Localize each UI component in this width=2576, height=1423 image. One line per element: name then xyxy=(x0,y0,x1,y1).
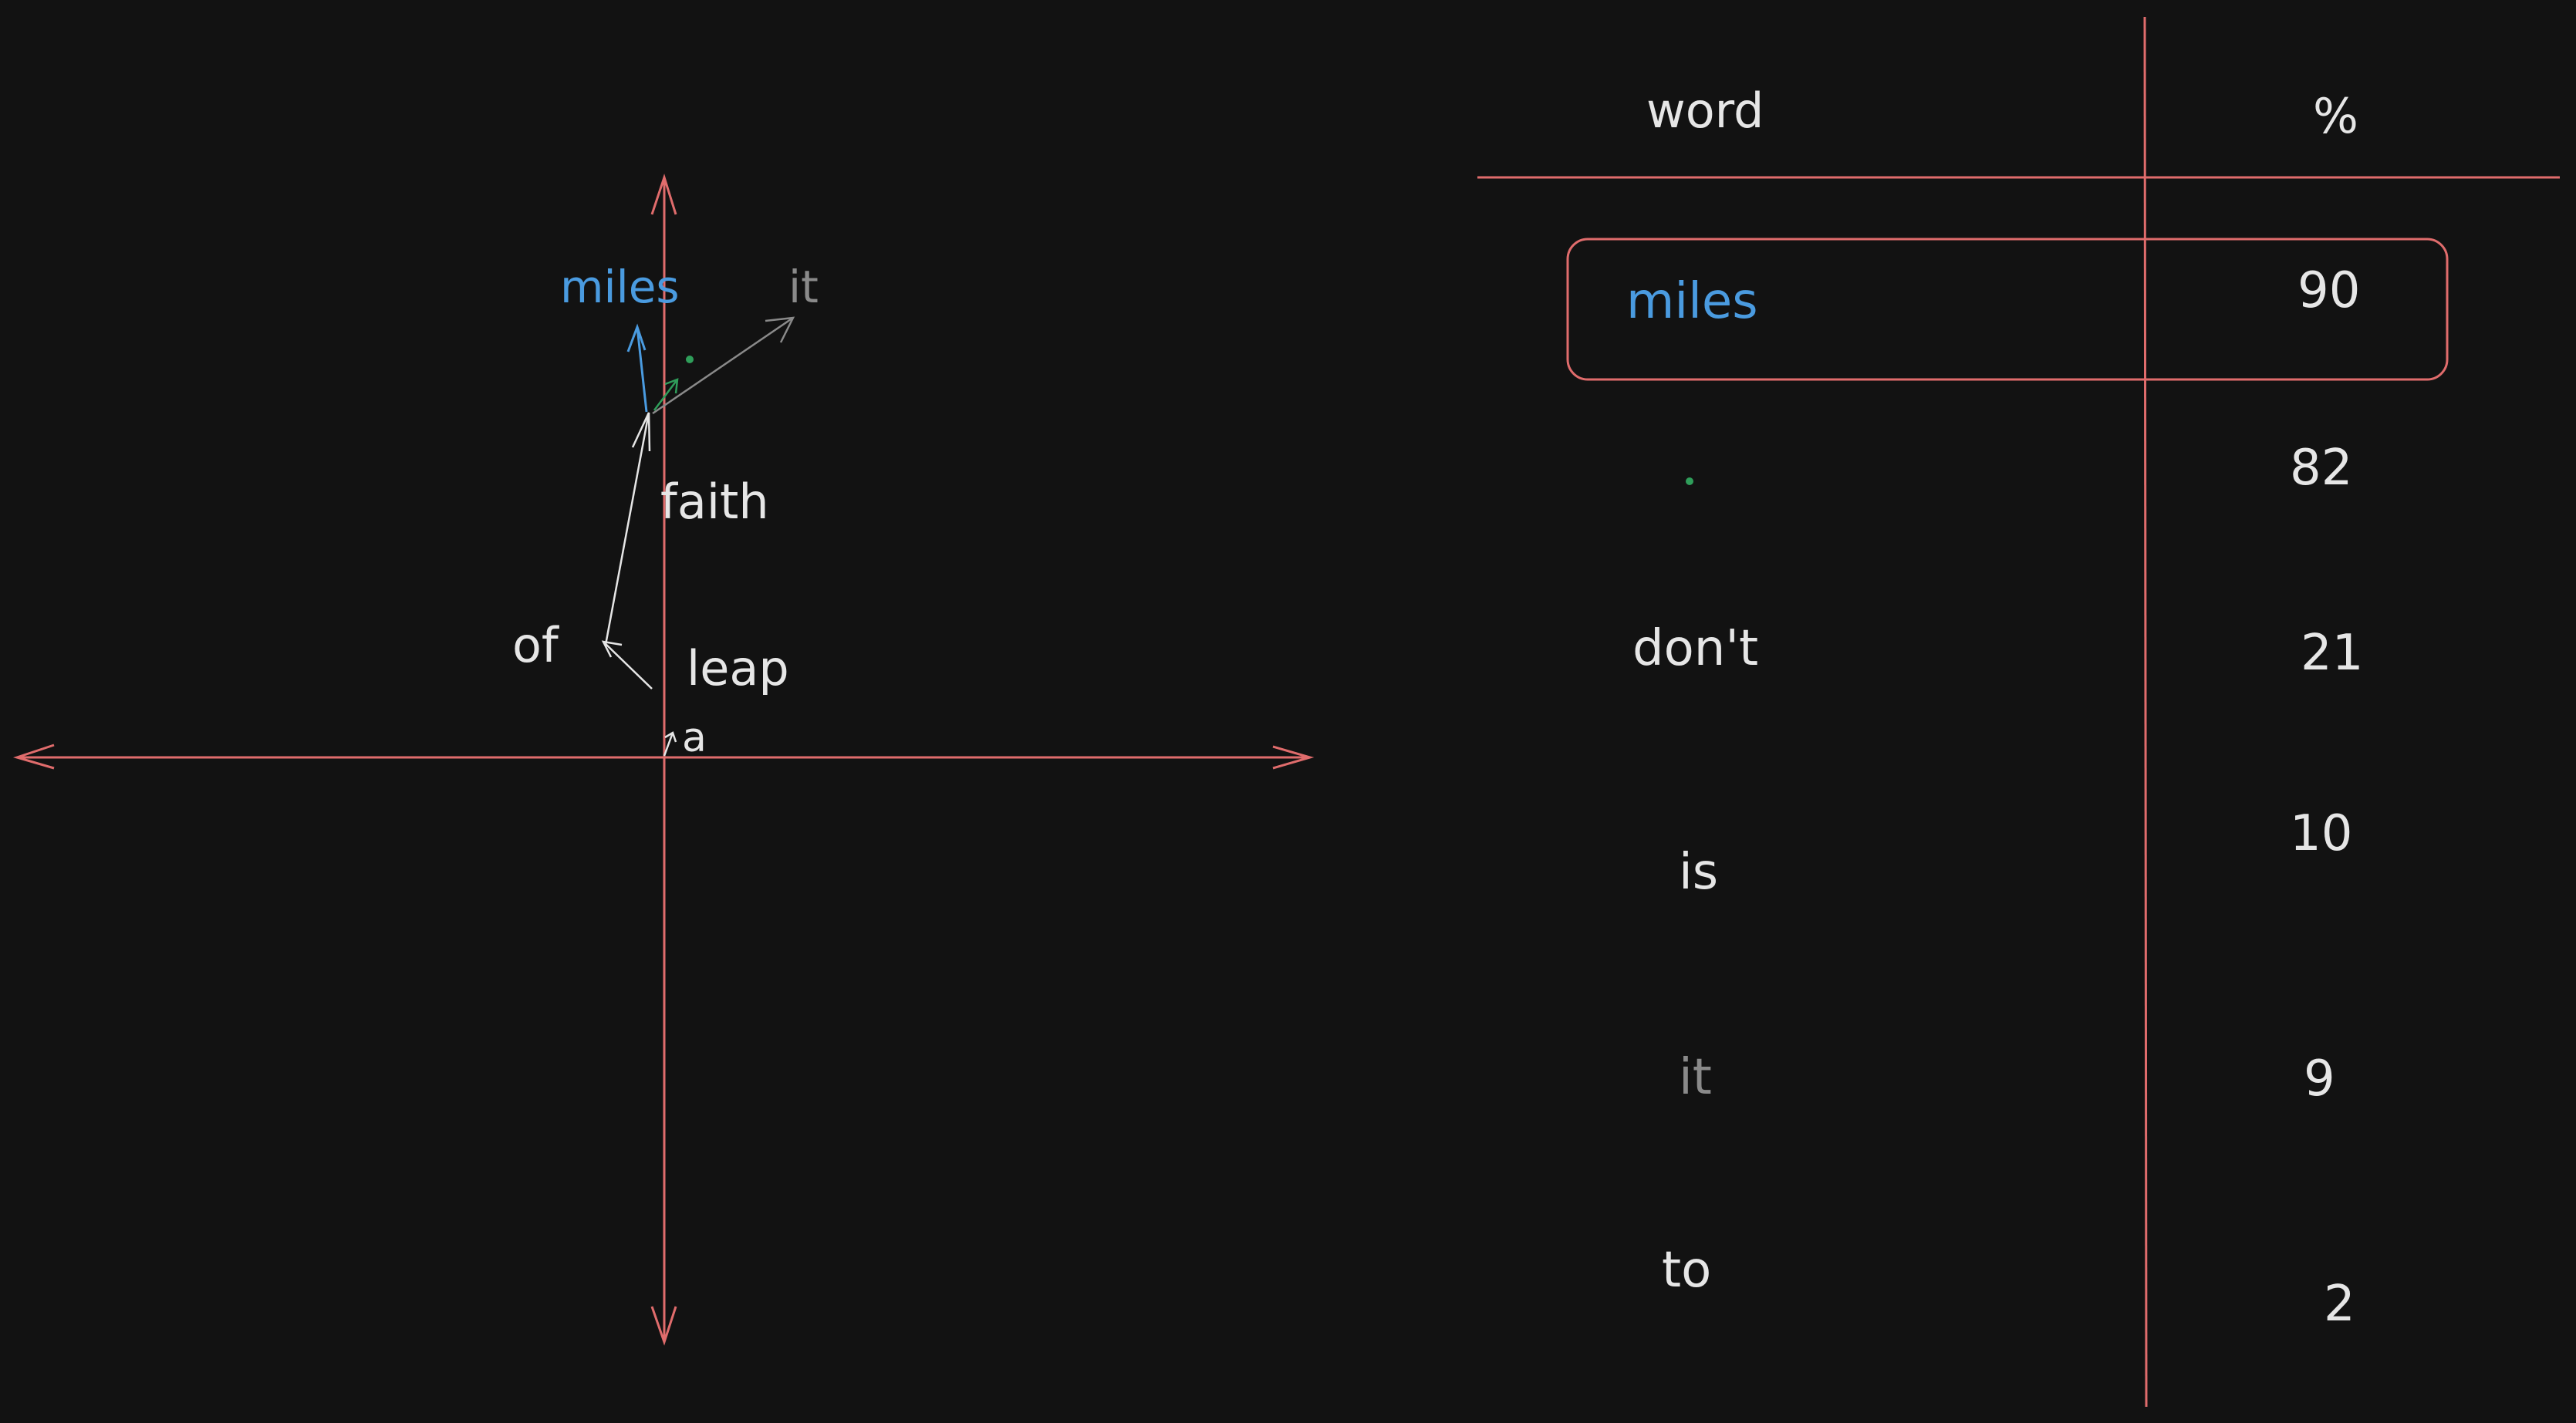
label-faith: faith xyxy=(660,474,769,530)
vector-leap-arrowhead xyxy=(631,412,651,452)
table-row: don't 21 xyxy=(1632,620,2363,682)
vector-period-arrowhead xyxy=(664,378,679,394)
table-row: miles 90 xyxy=(1626,262,2360,330)
table-rows: miles 90 · 82 don't 21 is 10 it 9 to 2 xyxy=(1626,262,2363,1333)
row-word: to xyxy=(1662,1242,1711,1299)
label-of: of xyxy=(512,617,560,673)
y-axis-top-arrowhead xyxy=(650,174,677,215)
table-row: to 2 xyxy=(1662,1242,2355,1333)
row-percent: 90 xyxy=(2297,262,2360,319)
coordinate-axes xyxy=(12,174,1315,1346)
vector-a xyxy=(663,731,677,757)
vector-of xyxy=(603,641,653,690)
row-word: is xyxy=(1679,844,1718,901)
row-percent: 2 xyxy=(2324,1276,2355,1333)
row-percent: 10 xyxy=(2290,805,2352,862)
row-word: miles xyxy=(1626,273,1758,330)
vector-of-arrowhead xyxy=(601,640,623,658)
table-column-divider xyxy=(2143,16,2148,1408)
table-row: is 10 xyxy=(1679,805,2352,901)
row-word: don't xyxy=(1632,620,1758,677)
table-row: it 9 xyxy=(1679,1049,2335,1108)
row-percent: 21 xyxy=(2301,625,2363,682)
word-vector-chain xyxy=(601,316,795,757)
row-word-dot xyxy=(1686,477,1693,485)
row-word: it xyxy=(1679,1049,1712,1106)
row-percent: 82 xyxy=(2290,440,2352,497)
vector-it xyxy=(652,316,794,415)
label-a: a xyxy=(682,715,707,761)
label-leap: leap xyxy=(687,640,789,696)
row-word: · xyxy=(1686,440,1702,497)
table-row: · 82 xyxy=(1686,440,2352,497)
x-axis-left-arrowhead xyxy=(12,744,55,770)
vector-miles-arrowhead xyxy=(626,323,647,352)
word-percent-table: word % miles 90 · 82 don't 21 is 10 it 9 to 2 xyxy=(1477,16,2560,1408)
vector-it-arrowhead xyxy=(765,316,795,343)
x-axis-right-arrowhead xyxy=(1272,745,1315,770)
label-miles: miles xyxy=(560,261,680,313)
y-axis-bottom-arrowhead xyxy=(650,1306,677,1346)
label-it: it xyxy=(788,261,819,313)
column-header-word: word xyxy=(1646,83,1764,139)
vector-leap xyxy=(604,412,650,646)
row-percent: 9 xyxy=(2304,1050,2335,1108)
vector-miles xyxy=(636,326,648,413)
period-token-dot xyxy=(686,356,694,363)
vector-word-labels: miles it faith of leap a xyxy=(512,261,819,761)
vector-period xyxy=(653,379,678,411)
highlighted-row-box xyxy=(1566,238,2449,381)
column-header-percent: % xyxy=(2313,88,2358,144)
